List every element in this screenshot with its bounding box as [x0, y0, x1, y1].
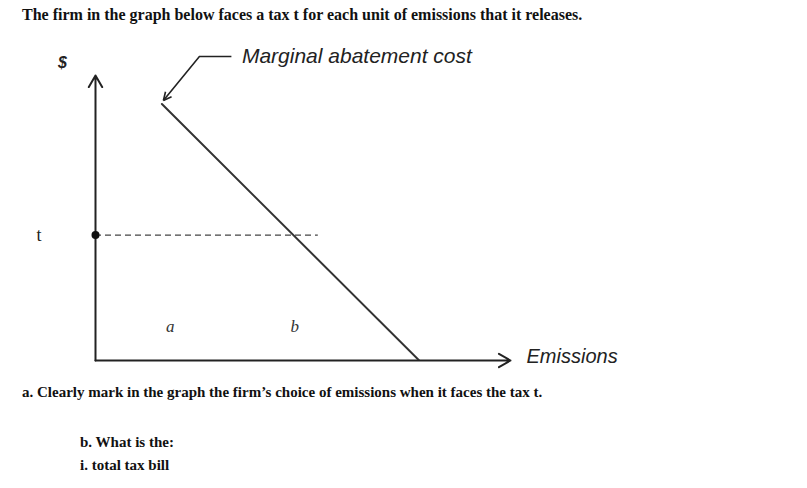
svg-text:b: b: [290, 317, 299, 336]
svg-text:$: $: [57, 54, 68, 71]
html-text:i. total tax bill: i. total tax bill: [80, 457, 170, 473]
svg-text:Emissions: Emissions: [527, 345, 618, 367]
svg-text:a: a: [166, 317, 175, 336]
html-text:b. What is the:: b. What is the:: [80, 434, 174, 450]
svg-text:Marginal abatement cost: Marginal abatement cost: [242, 44, 473, 67]
html-text:a. Clearly mark in the graph t: a. Clearly mark in the graph the firm’s …: [22, 384, 543, 400]
html-text:The firm in the graph below fa: The firm in the graph below faces a tax …: [22, 6, 583, 23]
svg-text:t: t: [36, 225, 41, 245]
